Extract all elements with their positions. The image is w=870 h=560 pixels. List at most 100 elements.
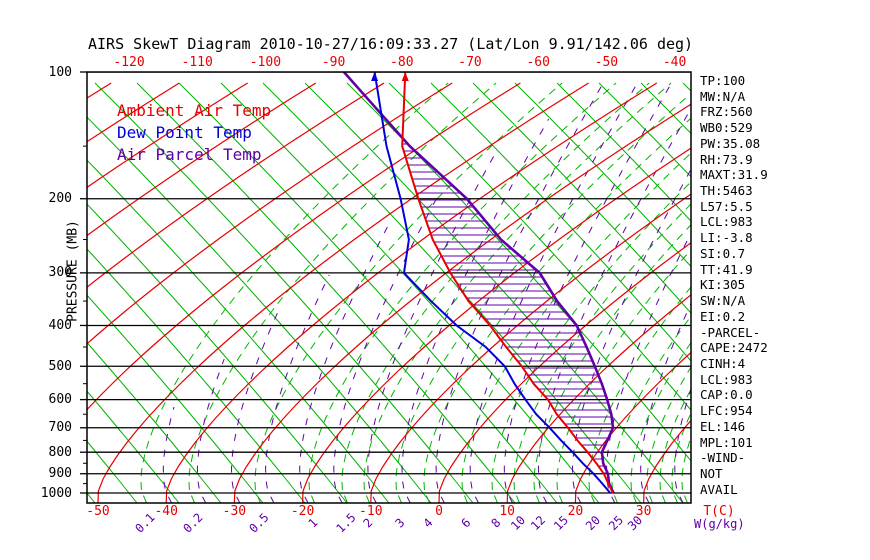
temp-top-tick-label: -50 xyxy=(594,55,619,70)
isotherm-line xyxy=(302,147,691,503)
pressure-tick-label: 400 xyxy=(48,318,72,333)
moist-adiabat-line xyxy=(401,118,550,503)
param-line: SW:N/A xyxy=(700,293,746,309)
temp-top-tick-label: -120 xyxy=(113,55,145,70)
pressure-tick-label: 600 xyxy=(48,392,72,408)
param-line: LCL:983 xyxy=(700,371,753,387)
isotherm-line xyxy=(87,82,521,411)
isotherm-line xyxy=(165,82,658,503)
dry-adiabat-line xyxy=(346,82,691,462)
param-line: LFC:954 xyxy=(700,403,753,419)
param-line: PW:35.08 xyxy=(700,135,761,151)
param-line: -WIND- xyxy=(700,450,746,466)
mixing-ratio-line xyxy=(363,82,672,503)
moist-adiabat-line xyxy=(503,82,672,503)
isotherm-line xyxy=(0,83,43,503)
temp-bottom-tick-label: 0 xyxy=(435,504,443,519)
mixing-ratio-line xyxy=(630,341,691,503)
mixing-ratio-line xyxy=(140,82,449,503)
mixing-ratio-unit-label: W(g/kg) xyxy=(694,517,745,531)
isotherm-line xyxy=(97,82,589,503)
dry-adiabat-line xyxy=(598,82,691,178)
temp-bottom-tick-label: -40 xyxy=(154,504,178,519)
isotherm-line xyxy=(438,241,691,503)
isotherm-line xyxy=(87,82,453,345)
param-line: TP:100 xyxy=(700,73,746,88)
mixing-ratio-line xyxy=(513,203,691,503)
cape-hatch-region xyxy=(402,143,613,474)
dry-adiabat-line xyxy=(87,116,432,503)
dew-point-temp-curve xyxy=(373,72,611,494)
pressure-tick-label: 200 xyxy=(48,191,72,207)
param-line: MPL:101 xyxy=(700,434,753,450)
param-line: -PARCEL- xyxy=(700,324,761,340)
mixing-ratio-line xyxy=(588,286,691,503)
moist-adiabat-line xyxy=(162,406,175,503)
isotherm-line xyxy=(87,82,112,99)
param-line: SI:0.7 xyxy=(700,245,746,261)
mixing-ratio-line xyxy=(461,152,691,503)
temp-top-tick-label: -40 xyxy=(662,55,687,70)
isotherm-line xyxy=(370,193,691,503)
dry-adiabat-line xyxy=(87,203,348,503)
mixing-ratio-line xyxy=(423,117,691,503)
pressure-tick-label: 700 xyxy=(48,420,72,436)
param-line: L57:5.5 xyxy=(700,198,753,214)
param-line: CINH:4 xyxy=(700,355,746,371)
moist-adiabat-line xyxy=(333,190,442,503)
dry-adiabat-line xyxy=(87,341,222,503)
plot-grid xyxy=(0,72,691,503)
param-line: AVAIL xyxy=(700,481,738,497)
mixing-ratio-line xyxy=(188,82,497,503)
param-line: KI:305 xyxy=(700,277,746,293)
isotherm-line xyxy=(87,82,248,189)
dry-adiabat-line xyxy=(94,82,474,503)
isotherm-line xyxy=(233,103,691,503)
temp-top-tick-label: -90 xyxy=(321,55,346,70)
dry-adiabat-line xyxy=(304,82,684,503)
moist-adiabat-line xyxy=(196,358,225,503)
param-line: MAXT:31.9 xyxy=(700,167,768,183)
isotherm-line xyxy=(87,82,385,288)
temp-bottom-tick-label: 20 xyxy=(567,504,584,519)
mixing-ratio-line xyxy=(533,224,691,503)
page-title: AIRS SkewT Diagram 2010-10-27/16:09:33.2… xyxy=(88,35,694,53)
mixing-ratio-line xyxy=(491,181,691,503)
moist-adiabat-line xyxy=(469,82,638,503)
curve-top-arrow-icon xyxy=(401,72,409,81)
temp-bottom-tick-label: 10 xyxy=(499,504,516,519)
dry-adiabat-line xyxy=(556,82,691,222)
mixing-ratio-line xyxy=(671,412,691,503)
dry-adiabat-line xyxy=(87,294,264,503)
pressure-tick-label: 100 xyxy=(48,64,72,80)
moist-adiabat-line xyxy=(367,154,495,503)
param-line: TT:41.9 xyxy=(700,261,753,277)
dry-adiabat-line xyxy=(87,159,390,503)
temp-top-tick-label: -70 xyxy=(458,55,482,70)
param-line: LCL:983 xyxy=(700,214,753,230)
pressure-tick-label: 800 xyxy=(48,444,72,460)
param-line: EL:146 xyxy=(700,418,746,434)
temp-bottom-tick-label: -20 xyxy=(290,504,315,519)
dry-adiabat-line xyxy=(87,390,180,503)
dry-adiabat-line xyxy=(87,492,96,503)
dry-adiabat-line xyxy=(87,248,306,503)
temp-bottom-tick-label: 30 xyxy=(635,504,652,519)
param-line: EI:0.2 xyxy=(700,308,746,324)
mixing-ratio-line xyxy=(556,249,691,503)
mixing-ratio-line xyxy=(395,92,691,503)
param-line: LI:-3.8 xyxy=(700,230,753,246)
legend-item-dewpoint: Dew Point Temp xyxy=(117,123,252,142)
temp-unit-label: T(C) xyxy=(703,504,735,519)
ambient-air-temp-curve xyxy=(401,72,614,494)
isotherm-line xyxy=(643,419,691,503)
dry-adiabat-line xyxy=(430,82,691,362)
mixing-ratio-line xyxy=(646,366,691,503)
air-parcel-temp-curve xyxy=(342,72,615,494)
legend-item-parcel: Air Parcel Temp xyxy=(117,145,262,164)
pressure-axis-title: PRESSURE (MB) xyxy=(65,220,81,322)
param-line: RH:73.9 xyxy=(700,151,753,167)
isotherm-line xyxy=(506,294,691,503)
